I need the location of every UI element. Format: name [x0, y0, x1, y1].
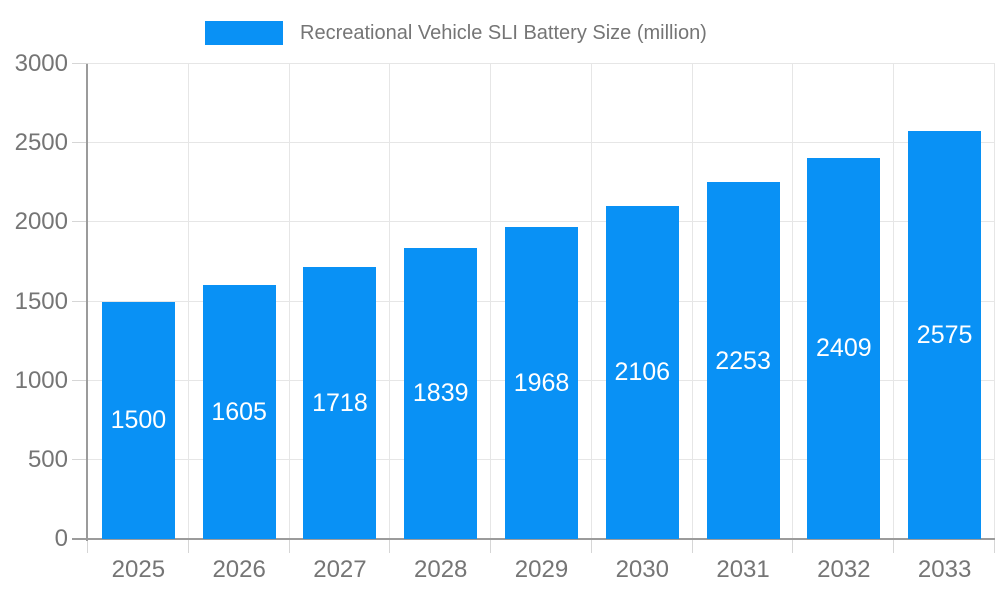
x-axis-line [72, 538, 995, 540]
x-tick-mark [389, 539, 391, 553]
x-tick-label: 2025 [111, 556, 166, 583]
h-gridline [88, 63, 995, 64]
bar-value-label: 1500 [110, 406, 167, 435]
x-tick-mark [490, 539, 492, 553]
bar: 1500 [101, 301, 175, 539]
h-gridline [88, 221, 995, 223]
v-gridline [288, 64, 290, 539]
bar-value-label: 2409 [816, 334, 872, 363]
y-tick-mark [72, 379, 88, 381]
x-tick-label: 2031 [716, 556, 770, 583]
bar-value-label: 2575 [916, 321, 973, 350]
x-tick-mark [893, 539, 895, 553]
x-tick-label: 2033 [917, 556, 972, 583]
v-gridline [389, 64, 391, 539]
y-tick-label: 0 [54, 525, 68, 552]
x-tick-mark [691, 539, 693, 553]
x-tick-label: 2028 [414, 556, 468, 583]
legend-label[interactable]: Recreational Vehicle SLI Battery Size (m… [300, 22, 707, 44]
bar: 2409 [807, 157, 881, 539]
y-tick-mark [72, 63, 88, 64]
bar-value-label: 1605 [211, 397, 267, 426]
bar: 1839 [404, 247, 478, 539]
v-gridline [490, 64, 492, 539]
bar-value-label: 2253 [715, 346, 771, 375]
v-gridline [792, 64, 794, 539]
v-gridline [893, 64, 895, 539]
bar-value-label: 2106 [614, 358, 671, 387]
bar: 1605 [202, 284, 276, 539]
y-tick-label: 3000 [14, 50, 68, 77]
y-tick-mark [72, 458, 88, 460]
y-axis-line [86, 64, 88, 541]
bar-value-label: 1718 [312, 388, 368, 417]
v-gridline [691, 64, 693, 539]
y-tick-mark [72, 300, 88, 302]
y-tick-mark [72, 221, 88, 223]
legend[interactable]: Recreational Vehicle SLI Battery Size (m… [205, 21, 707, 45]
x-tick-label: 2032 [817, 556, 871, 583]
y-tick-label: 2000 [14, 208, 68, 236]
bar: 2575 [908, 131, 982, 539]
y-tick-label: 1000 [14, 366, 68, 394]
bar-value-label: 1968 [513, 369, 570, 398]
x-tick-label: 2030 [615, 556, 669, 583]
x-tick-mark [87, 539, 88, 553]
v-gridline [590, 64, 592, 539]
bar: 2106 [605, 205, 679, 539]
legend-swatch[interactable] [205, 21, 283, 45]
y-tick-mark [72, 142, 88, 144]
x-tick-label: 2026 [212, 556, 266, 583]
x-tick-mark [590, 539, 592, 553]
v-gridline [187, 64, 189, 539]
y-tick-label: 1500 [14, 287, 68, 315]
x-tick-label: 2029 [514, 556, 569, 583]
y-tick-label: 500 [27, 445, 68, 473]
h-gridline [88, 142, 995, 144]
x-tick-mark [288, 539, 290, 553]
bar: 1718 [303, 266, 377, 539]
bar: 1968 [505, 227, 578, 539]
v-gridline [994, 64, 995, 539]
x-tick-mark [994, 539, 995, 553]
x-tick-label: 2027 [313, 556, 367, 583]
x-tick-mark [792, 539, 794, 553]
y-tick-label: 2500 [14, 129, 68, 157]
x-tick-mark [187, 539, 189, 553]
bar-value-label: 1839 [412, 379, 469, 408]
bar: 2253 [706, 182, 780, 539]
